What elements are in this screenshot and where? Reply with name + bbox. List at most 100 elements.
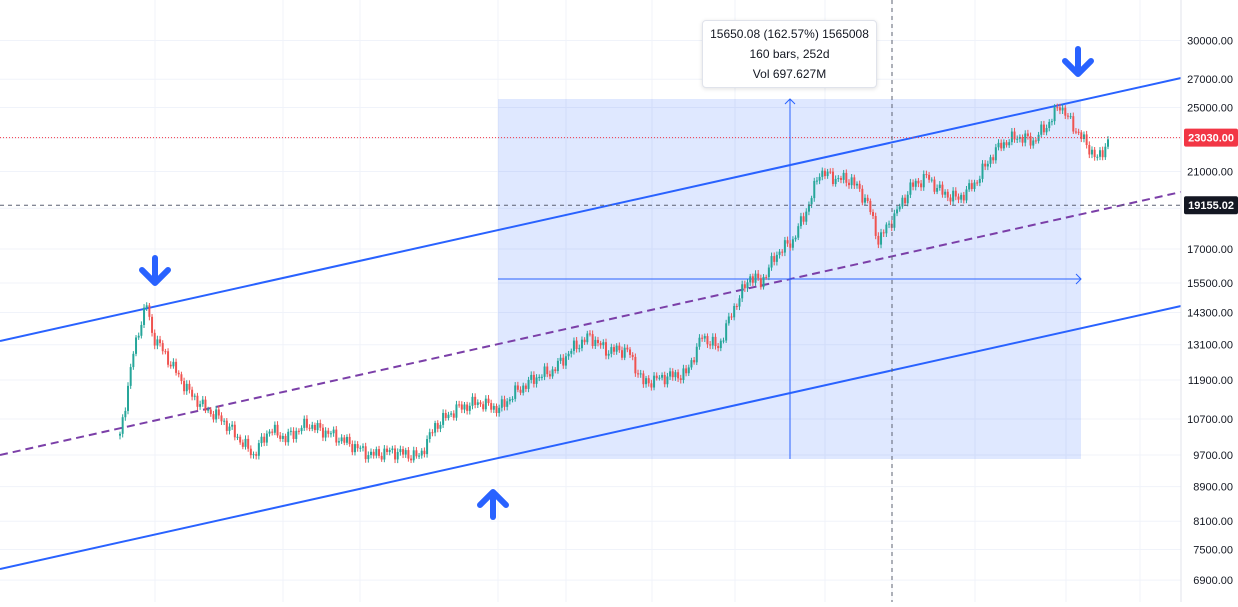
candle-body bbox=[821, 170, 824, 177]
candle-body bbox=[276, 424, 279, 436]
candle-body bbox=[450, 413, 453, 415]
candle-body bbox=[143, 307, 146, 325]
last-price-label: 23030.00 bbox=[1188, 133, 1234, 145]
candle-layer bbox=[119, 103, 1109, 464]
candle-body bbox=[920, 183, 923, 188]
candle-body bbox=[300, 427, 303, 432]
candle-body bbox=[540, 376, 543, 378]
candle-body bbox=[1048, 121, 1051, 129]
candle-body bbox=[1069, 116, 1072, 118]
pivot-low-arrow-icon bbox=[477, 489, 509, 520]
candle-body bbox=[185, 383, 188, 392]
candle-body bbox=[265, 433, 268, 443]
candle-body bbox=[1088, 145, 1091, 155]
candle-body bbox=[586, 333, 589, 343]
candle-body bbox=[623, 347, 626, 358]
candle-body bbox=[492, 405, 495, 410]
candle-body bbox=[613, 347, 615, 352]
candle-body bbox=[981, 163, 984, 179]
candle-body bbox=[831, 171, 834, 185]
candle-body bbox=[949, 197, 952, 202]
candle-body bbox=[781, 251, 784, 253]
candle-body bbox=[1029, 136, 1032, 146]
channel-middle-line bbox=[0, 191, 1182, 456]
candle-body bbox=[917, 180, 920, 184]
candle-body bbox=[145, 305, 148, 308]
candle-body bbox=[645, 378, 648, 385]
candle-body bbox=[658, 377, 661, 379]
candle-body bbox=[797, 226, 800, 238]
candle-body bbox=[367, 455, 370, 460]
price-axis[interactable]: 30000.0027000.0025000.0023000.0021000.00… bbox=[1180, 0, 1238, 602]
candle-body bbox=[701, 337, 704, 339]
candle-body bbox=[775, 254, 778, 262]
candle-body bbox=[567, 353, 570, 357]
candle-body bbox=[703, 336, 706, 339]
candle-body bbox=[188, 383, 191, 390]
candle-body bbox=[783, 240, 786, 253]
candle-body bbox=[880, 232, 883, 245]
candle-body bbox=[1098, 150, 1101, 157]
candle-body bbox=[244, 438, 247, 447]
candle-body bbox=[850, 177, 853, 186]
candle-body bbox=[663, 374, 666, 385]
candle-body bbox=[1042, 124, 1045, 133]
candle-body bbox=[404, 450, 407, 455]
candle-body bbox=[743, 284, 746, 289]
candle-body bbox=[332, 429, 335, 434]
crosshair-price-label-bg bbox=[1184, 196, 1238, 215]
candle-body bbox=[329, 433, 332, 435]
candle-body bbox=[201, 399, 204, 405]
candle-body bbox=[247, 438, 250, 449]
candle-body bbox=[759, 278, 762, 288]
candle-body bbox=[1056, 107, 1059, 109]
candle-body bbox=[789, 243, 792, 248]
candle-body bbox=[583, 339, 586, 343]
candle-body bbox=[618, 345, 621, 351]
candle-body bbox=[1005, 142, 1008, 146]
candle-body bbox=[845, 172, 848, 183]
candle-body bbox=[829, 171, 832, 173]
candle-body bbox=[853, 177, 856, 186]
candle-body bbox=[674, 372, 677, 378]
candle-body bbox=[1061, 107, 1064, 111]
candle-body bbox=[1016, 138, 1019, 140]
candle-body bbox=[575, 340, 578, 350]
candle-body bbox=[308, 427, 311, 429]
candle-body bbox=[511, 398, 514, 400]
candle-body bbox=[311, 424, 314, 429]
y-tick-label: 8100.00 bbox=[1193, 516, 1233, 528]
candle-body bbox=[730, 316, 733, 318]
candle-body bbox=[519, 389, 522, 393]
candle-body bbox=[148, 305, 151, 317]
candle-body bbox=[885, 224, 888, 234]
candle-body bbox=[661, 374, 664, 378]
candle-body bbox=[741, 284, 744, 299]
candle-body bbox=[604, 342, 607, 356]
candle-body bbox=[1082, 134, 1085, 140]
pivot-high-arrow-icon-head bbox=[139, 267, 171, 286]
candle-body bbox=[805, 211, 808, 222]
candle-body bbox=[698, 337, 701, 347]
candle-body bbox=[460, 404, 463, 410]
candle-body bbox=[1058, 107, 1061, 111]
candle-body bbox=[767, 267, 770, 278]
candle-body bbox=[1000, 142, 1003, 149]
candle-body bbox=[735, 306, 738, 308]
candle-body bbox=[132, 353, 135, 368]
candle-body bbox=[666, 376, 669, 385]
candle-body bbox=[1096, 156, 1099, 158]
candle-body bbox=[847, 182, 850, 186]
candle-body bbox=[231, 424, 234, 427]
candle-body bbox=[361, 446, 364, 448]
candle-body bbox=[249, 448, 252, 456]
candle-body bbox=[207, 409, 210, 411]
candle-body bbox=[135, 337, 138, 354]
grid-layer bbox=[0, 0, 1181, 602]
candle-body bbox=[503, 399, 506, 407]
candle-body bbox=[418, 455, 421, 457]
candle-body bbox=[994, 147, 997, 161]
candle-body bbox=[1010, 131, 1013, 143]
